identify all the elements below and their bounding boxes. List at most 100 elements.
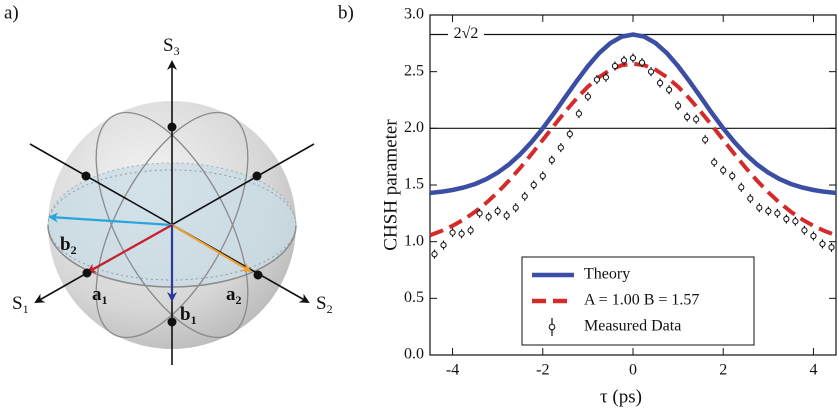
x-axis-label: τ (ps) (600, 386, 642, 407)
data-point (548, 156, 555, 164)
reference-label: 2√2 (454, 25, 479, 42)
data-point (693, 116, 700, 123)
sub: 1 (23, 302, 29, 316)
base: S (12, 293, 23, 314)
data-point (584, 93, 591, 100)
meridian (95, 111, 249, 339)
y-tick-label: 1.5 (404, 176, 424, 193)
x-tick-label: 4 (809, 362, 817, 379)
data-point (440, 241, 447, 249)
data-point (449, 229, 456, 236)
vector-label: b2 (60, 234, 77, 256)
data-point (647, 68, 655, 75)
sub: 2 (71, 243, 77, 257)
axis-s1 (34, 143, 315, 303)
legend-label: Measured Data (584, 318, 681, 335)
series-line (429, 61, 837, 238)
data-point (575, 110, 582, 117)
legend-label: Theory (584, 266, 630, 283)
base: b (180, 304, 191, 325)
data-point (593, 76, 601, 83)
data-point (485, 213, 492, 220)
data-point (765, 207, 772, 215)
data-point (602, 74, 610, 81)
x-tick-label: -2 (536, 362, 549, 379)
data-point (783, 215, 790, 223)
axis-label: S3 (163, 35, 180, 57)
vector-b2 (48, 212, 173, 227)
y-axis-label: CHSH parameter (380, 119, 401, 251)
data-point (638, 59, 646, 66)
data-point (557, 144, 564, 151)
sub: 3 (174, 44, 180, 58)
base: a (226, 284, 236, 305)
legend-swatch (548, 323, 556, 331)
data-point (665, 86, 673, 93)
data-point (819, 240, 826, 248)
y-tick-label: 3.0 (404, 6, 424, 23)
vector-label: a2 (226, 284, 242, 306)
data-point (675, 102, 682, 109)
panel-label: b) (338, 2, 354, 23)
y-tick-label: 0.0 (404, 346, 424, 363)
data-point (530, 181, 537, 189)
data-point (684, 113, 691, 121)
series-line (429, 32, 837, 196)
data-point (476, 210, 483, 217)
data-point (521, 193, 528, 200)
panel-label: a) (4, 2, 19, 23)
data-point (620, 57, 628, 64)
data-point (503, 212, 510, 219)
data-point (729, 172, 736, 180)
base: S (316, 293, 327, 314)
data-point (801, 227, 808, 234)
data-point (711, 159, 718, 166)
sub: 2 (327, 302, 333, 316)
sub: 1 (191, 313, 197, 327)
vector-a2 (171, 224, 252, 273)
data-point (774, 210, 781, 217)
sub: 2 (236, 293, 242, 307)
data-point (720, 167, 727, 174)
data-point (756, 204, 763, 211)
base: b (60, 234, 71, 255)
data-point (431, 251, 438, 258)
base: S (163, 35, 174, 56)
label-bg (448, 25, 484, 44)
sphere-diagram: a) S1 S2 S3 a1 a2 b1 b2 (4, 2, 333, 365)
data-point (512, 204, 519, 211)
data-point (738, 184, 745, 191)
vector-a1 (86, 224, 173, 273)
data-point (702, 136, 709, 143)
y-tick-label: 0.5 (404, 289, 424, 306)
legend-label: A = 1.00 B = 1.57 (584, 292, 699, 309)
data-point (566, 130, 573, 138)
data-point (611, 62, 619, 70)
y-tick-label: 1.0 (404, 232, 424, 249)
x-tick-label: 2 (719, 362, 727, 379)
y-tick-label: 2.0 (404, 119, 424, 136)
x-tick-label: -4 (446, 362, 459, 379)
data-point (458, 230, 465, 237)
vector-label: b1 (180, 304, 197, 326)
y-tick-label: 2.5 (404, 62, 424, 79)
sub: 1 (102, 293, 108, 307)
vector-label: a1 (92, 284, 108, 306)
data-point (656, 79, 664, 87)
chart: b) τ (ps) CHSH parameter 0.0 0.5 1.0 1.5 2.0… (338, 2, 837, 407)
axis-label: S1 (12, 293, 29, 315)
x-tick-label: 0 (629, 362, 637, 379)
data-point (629, 54, 637, 62)
data-point (810, 232, 817, 240)
data-point (539, 172, 546, 180)
data-point (467, 227, 474, 234)
axis-label: S2 (316, 293, 333, 315)
data-point (494, 207, 501, 215)
meridian (95, 111, 249, 339)
data-point (747, 195, 754, 202)
data-point (828, 244, 835, 251)
base: a (92, 284, 102, 305)
data-point (792, 218, 799, 225)
